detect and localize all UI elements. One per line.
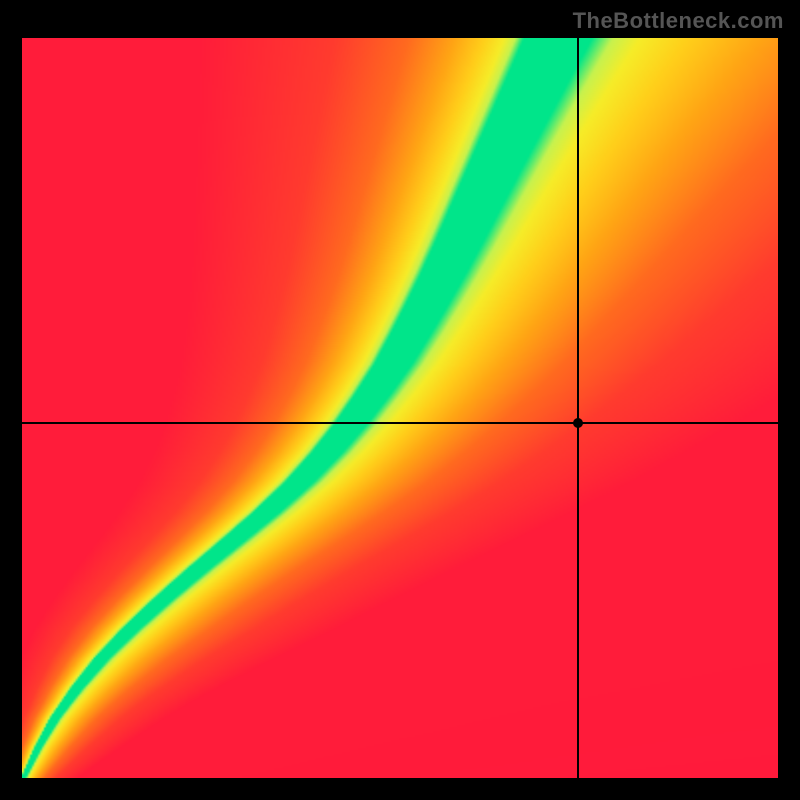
heatmap-canvas xyxy=(22,38,778,778)
crosshair-horizontal xyxy=(22,422,778,424)
crosshair-vertical xyxy=(577,38,579,778)
heatmap-plot xyxy=(22,38,778,778)
watermark-text: TheBottleneck.com xyxy=(573,8,784,34)
crosshair-marker xyxy=(573,418,583,428)
